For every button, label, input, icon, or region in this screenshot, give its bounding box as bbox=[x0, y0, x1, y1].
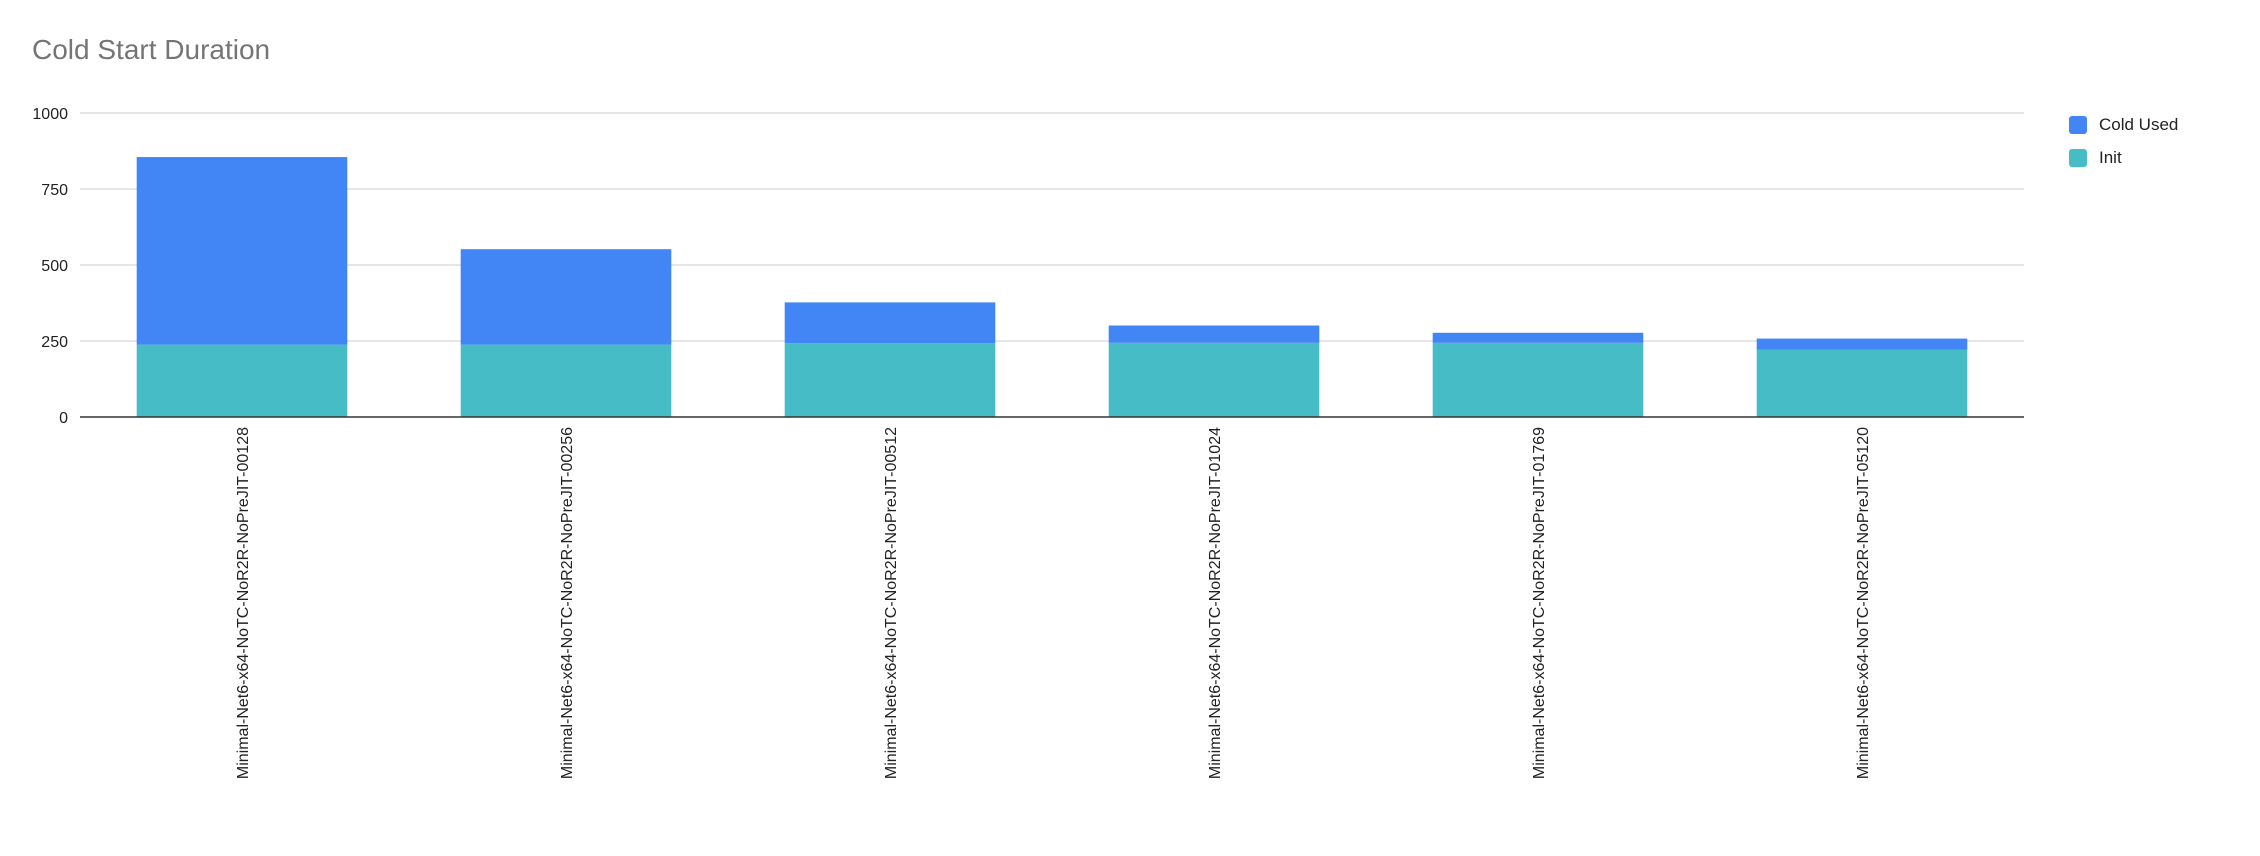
bars bbox=[136, 157, 1968, 417]
legend-swatch-cold-used bbox=[2069, 115, 2087, 134]
bar-init[interactable] bbox=[460, 344, 672, 417]
chart-title: Cold Start Duration bbox=[32, 34, 271, 65]
bar-init[interactable] bbox=[1108, 342, 1320, 417]
bar-cold-used[interactable] bbox=[136, 157, 348, 345]
bar-cold-used[interactable] bbox=[1756, 338, 1968, 350]
y-tick-label: 250 bbox=[41, 334, 68, 351]
x-tick-label: Minimal-Net6-x64-NoTC-NoR2R-NoPreJIT-005… bbox=[883, 427, 900, 779]
legend-label-init: Init bbox=[2099, 147, 2122, 167]
y-tick-label: 750 bbox=[41, 182, 68, 199]
x-tick-label: Minimal-Net6-x64-NoTC-NoR2R-NoPreJIT-002… bbox=[559, 427, 576, 779]
x-tick-label: Minimal-Net6-x64-NoTC-NoR2R-NoPreJIT-017… bbox=[1531, 427, 1548, 779]
bar-cold-used[interactable] bbox=[784, 302, 996, 344]
bar-init[interactable] bbox=[1756, 349, 1968, 417]
bar-init[interactable] bbox=[1432, 342, 1644, 417]
legend-item-init[interactable]: Init bbox=[2069, 141, 2178, 174]
bar-init[interactable] bbox=[136, 344, 348, 417]
bar-init[interactable] bbox=[784, 343, 996, 417]
x-tick-label: Minimal-Net6-x64-NoTC-NoR2R-NoPreJIT-051… bbox=[1855, 427, 1872, 779]
y-tick-label: 1000 bbox=[32, 106, 68, 123]
y-axis-ticks: 0 250 500 750 1000 bbox=[32, 106, 68, 427]
bar-cold-used[interactable] bbox=[460, 249, 672, 345]
legend-label-cold-used: Cold Used bbox=[2099, 114, 2179, 134]
x-tick-label: Minimal-Net6-x64-NoTC-NoR2R-NoPreJIT-010… bbox=[1207, 427, 1224, 779]
x-tick-label: Minimal-Net6-x64-NoTC-NoR2R-NoPreJIT-001… bbox=[235, 427, 252, 779]
bar-cold-used[interactable] bbox=[1108, 325, 1320, 343]
x-axis-labels: Minimal-Net6-x64-NoTC-NoR2R-NoPreJIT-001… bbox=[235, 427, 1872, 779]
legend-item-cold-used[interactable]: Cold Used bbox=[2069, 108, 2178, 141]
gridlines bbox=[80, 112, 2024, 342]
bar-cold-used[interactable] bbox=[1432, 332, 1644, 343]
y-tick-label: 500 bbox=[41, 258, 68, 275]
y-tick-label: 0 bbox=[59, 410, 68, 427]
legend: Cold Used Init bbox=[2069, 108, 2178, 174]
legend-swatch-init bbox=[2069, 148, 2087, 167]
